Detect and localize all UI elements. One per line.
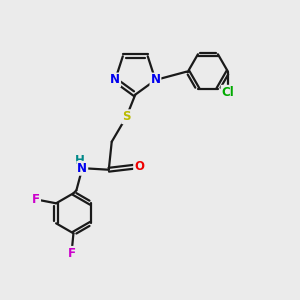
Text: F: F: [68, 247, 76, 260]
Text: H: H: [75, 154, 85, 166]
Text: O: O: [134, 160, 144, 173]
Text: F: F: [32, 193, 40, 206]
Text: N: N: [110, 74, 120, 86]
Text: Cl: Cl: [222, 86, 234, 99]
Text: N: N: [77, 162, 87, 175]
Text: N: N: [150, 74, 161, 86]
Text: S: S: [122, 110, 131, 123]
